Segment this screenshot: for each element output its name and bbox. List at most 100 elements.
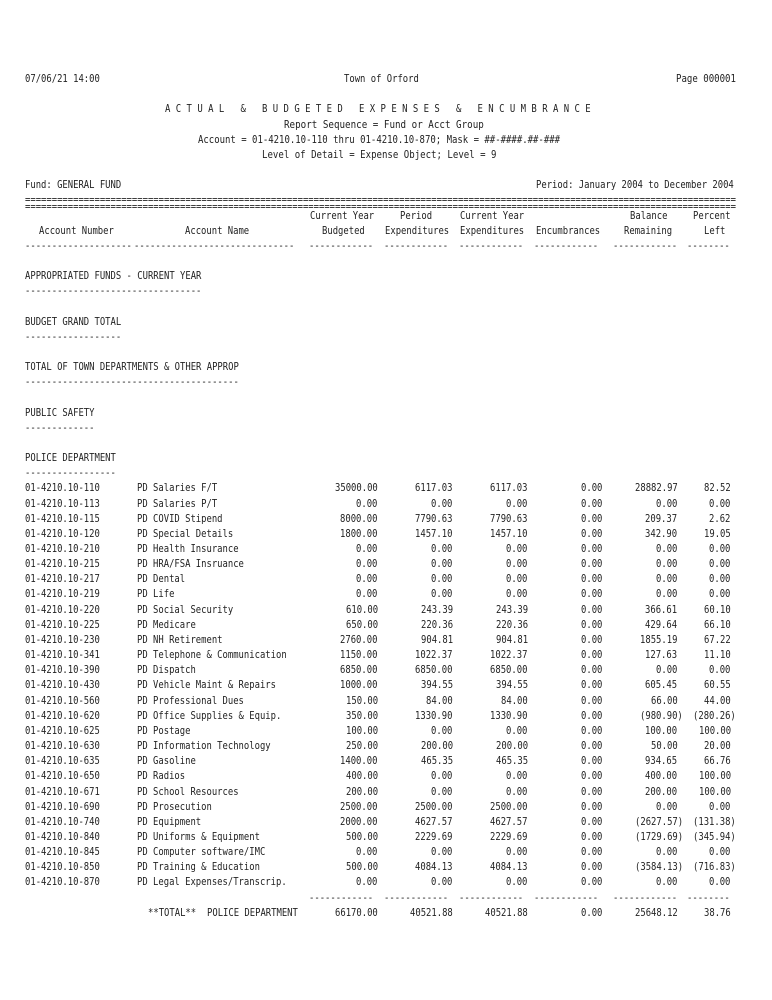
ruled-line-top: ========================================…	[25, 194, 736, 207]
amount-cell: 0.00	[506, 588, 528, 601]
amount-cell: 1150.00	[340, 649, 378, 662]
account-number-cell: 01-4210.10-620	[25, 709, 100, 722]
town-name: Town of Orford	[344, 73, 420, 86]
amount-cell: 19.05	[704, 527, 731, 540]
amount-cell: 0.00	[581, 588, 603, 601]
section-heading: PUBLIC SAFETY	[25, 406, 95, 419]
amount-cell: 0.00	[655, 664, 678, 677]
amount-cell: (2627.57)	[634, 815, 683, 828]
column-header-current-year-budgeted: Current Year	[310, 209, 375, 222]
account-number-cell: 01-4210.10-630	[25, 740, 100, 753]
account-name-cell: PD Social Security	[137, 603, 234, 616]
account-number-cell: 01-4210.10-625	[25, 724, 100, 737]
total-amount-cell: 40521.88	[409, 906, 453, 919]
column-header-left: Left	[704, 224, 726, 237]
amount-cell: 0.00	[506, 497, 528, 510]
account-name-cell: PD Dispatch	[137, 664, 197, 677]
total-separator: ------------	[309, 891, 374, 904]
amount-cell: (131.38)	[693, 815, 737, 828]
account-number-cell: 01-4210.10-560	[25, 694, 100, 707]
account-number-cell: 01-4210.10-740	[25, 815, 100, 828]
account-number-cell: 01-4210.10-850	[25, 861, 100, 874]
account-name-cell: PD Gasoline	[137, 755, 197, 768]
amount-cell: 0.00	[581, 876, 603, 889]
amount-cell: 0.00	[581, 618, 603, 631]
amount-cell: 200.00	[345, 785, 378, 798]
amount-cell: 0.00	[431, 724, 453, 737]
account-name-cell: PD NH Retirement	[137, 633, 223, 646]
account-number-cell: 01-4210.10-220	[25, 603, 100, 616]
amount-cell: 350.00	[345, 709, 378, 722]
amount-cell: 2500.00	[415, 800, 453, 813]
amount-cell: 4084.13	[415, 861, 453, 874]
report-param-sequence: Report Sequence = Fund or Acct Group	[284, 118, 484, 131]
column-header-remaining: Remaining	[624, 224, 673, 237]
amount-cell: 100.00	[345, 724, 378, 737]
amount-cell: 60.55	[704, 679, 731, 692]
column-underline-amount: ------------	[459, 239, 524, 252]
column-header-percent: Percent	[693, 209, 731, 222]
section-underline: -------------	[25, 421, 95, 434]
amount-cell: 1330.90	[415, 709, 453, 722]
account-number-cell: 01-4210.10-650	[25, 770, 100, 783]
amount-cell: 82.52	[704, 482, 731, 495]
amount-cell: 0.00	[431, 543, 453, 555]
account-number-cell: 01-4210.10-635	[25, 755, 100, 768]
account-name-cell: PD Legal Expenses/Transcrip.	[137, 876, 287, 889]
column-header-encumbrances: Encumbrances	[535, 224, 600, 237]
amount-cell: 0.00	[709, 664, 731, 677]
amount-cell: 0.00	[506, 573, 528, 586]
amount-cell: 0.00	[506, 558, 528, 571]
amount-cell: 0.00	[709, 876, 731, 889]
total-section-name: POLICE DEPARTMENT	[206, 906, 298, 919]
account-name-cell: PD COVID Stipend	[137, 512, 223, 525]
column-header-account-name: Account Name	[185, 224, 250, 237]
section-underline: ----------------------------------------	[25, 376, 239, 389]
amount-cell: 465.35	[420, 755, 453, 768]
account-name-cell: PD Prosecution	[137, 800, 213, 813]
amount-cell: 1800.00	[340, 527, 378, 540]
amount-cell: 1457.10	[415, 527, 453, 540]
amount-cell: 0.00	[581, 846, 603, 859]
amount-cell: 0.00	[506, 770, 528, 783]
amount-cell: 0.00	[581, 558, 603, 571]
amount-cell: 100.00	[645, 724, 678, 737]
section-heading: TOTAL OF TOWN DEPARTMENTS & OTHER APPROP	[25, 361, 239, 374]
amount-cell: 1855.19	[639, 633, 678, 646]
total-separator: ------------	[613, 891, 678, 904]
amount-cell: 4627.57	[415, 815, 453, 828]
amount-cell: 500.00	[345, 861, 378, 874]
amount-cell: 50.00	[650, 740, 678, 753]
account-number-cell: 01-4210.10-870	[25, 876, 100, 889]
amount-cell: (3584.13)	[634, 861, 683, 874]
amount-cell: 0.00	[581, 694, 603, 707]
amount-cell: (980.90)	[639, 709, 683, 722]
amount-cell: 429.64	[645, 618, 678, 631]
amount-cell: 100.00	[698, 785, 731, 798]
amount-cell: 0.00	[581, 543, 603, 555]
column-header-budgeted: Budgeted	[321, 224, 365, 237]
report-param-account-range: Account = 01-4210.10-110 thru 01-4210.10…	[197, 133, 560, 146]
amount-cell: 400.00	[645, 770, 678, 783]
amount-cell: (1729.69)	[634, 830, 683, 843]
account-number-cell: 01-4210.10-115	[25, 512, 100, 525]
column-header-balance: Balance	[629, 209, 668, 222]
amount-cell: 0.00	[655, 588, 678, 601]
column-header-cy-expenditures: Expenditures	[460, 224, 525, 237]
column-underline-account-name: ------------------------------	[134, 239, 295, 252]
amount-cell: 6850.00	[490, 664, 528, 677]
amount-cell: 7790.63	[415, 512, 453, 525]
amount-cell: 0.00	[581, 512, 603, 525]
amount-cell: 4084.13	[490, 861, 528, 874]
amount-cell: 0.00	[581, 770, 603, 783]
amount-cell: 100.00	[698, 724, 731, 737]
amount-cell: 2229.69	[490, 830, 528, 843]
account-number-cell: 01-4210.10-215	[25, 558, 100, 571]
total-amount-cell: 66170.00	[335, 906, 378, 919]
amount-cell: 11.10	[704, 649, 731, 662]
amount-cell: 66.76	[704, 755, 731, 768]
report-title: A C T U A L & B U D G E T E D E X P E N …	[165, 103, 591, 116]
amount-cell: 0.00	[431, 876, 453, 889]
amount-cell: 66.00	[650, 694, 678, 707]
amount-cell: 394.55	[495, 679, 528, 692]
